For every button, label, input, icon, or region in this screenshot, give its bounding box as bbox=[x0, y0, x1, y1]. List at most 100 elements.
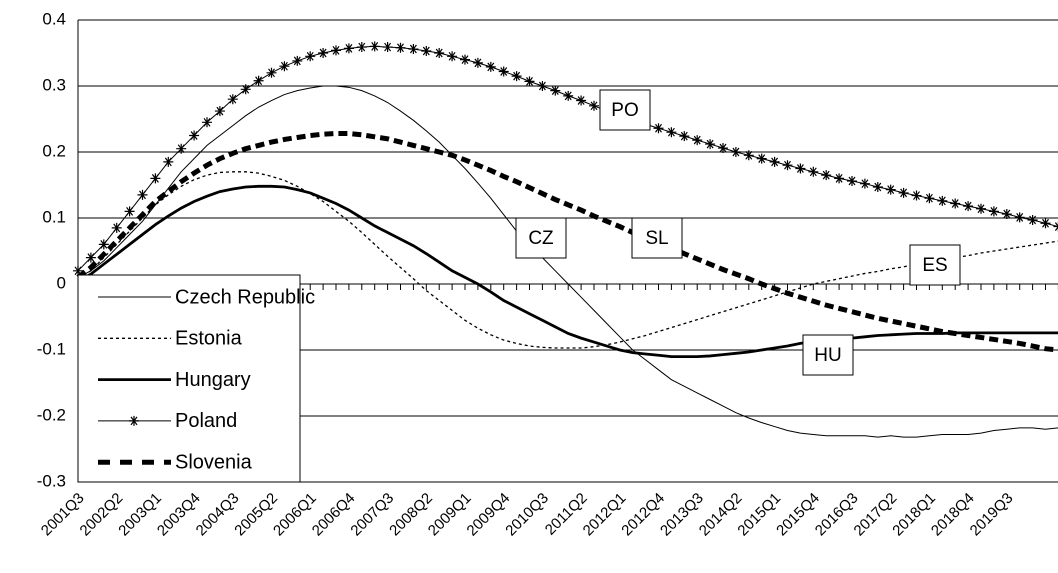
y-tick-label: 0.1 bbox=[42, 207, 66, 226]
marker bbox=[769, 156, 780, 167]
marker bbox=[434, 48, 445, 58]
annotation: HU bbox=[814, 345, 841, 366]
marker bbox=[408, 44, 419, 55]
marker bbox=[460, 54, 470, 65]
marker bbox=[447, 51, 458, 62]
annotation-box bbox=[515, 217, 567, 259]
marker bbox=[950, 198, 961, 209]
marker bbox=[537, 81, 548, 91]
legend-label: Slovenia bbox=[175, 451, 253, 473]
y-tick-label: -0.3 bbox=[37, 471, 66, 490]
y-tick-label: 0.3 bbox=[42, 75, 66, 94]
marker bbox=[988, 206, 999, 217]
marker bbox=[498, 66, 509, 77]
marker bbox=[589, 100, 599, 111]
marker bbox=[227, 94, 238, 105]
marker bbox=[1040, 218, 1051, 229]
marker bbox=[756, 153, 767, 164]
marker bbox=[202, 117, 212, 128]
annotation-box bbox=[631, 217, 683, 259]
marker bbox=[176, 143, 187, 154]
marker bbox=[292, 55, 303, 66]
marker bbox=[356, 42, 367, 53]
marker bbox=[98, 239, 109, 250]
y-tick-label: -0.2 bbox=[37, 405, 66, 424]
marker bbox=[872, 181, 883, 192]
marker bbox=[343, 43, 354, 54]
marker bbox=[472, 57, 483, 68]
marker bbox=[279, 61, 290, 72]
series-line bbox=[77, 184, 1058, 358]
marker bbox=[550, 85, 561, 96]
marker bbox=[718, 143, 728, 154]
legend-label: Poland bbox=[175, 410, 237, 432]
marker bbox=[382, 42, 393, 53]
marker bbox=[129, 415, 139, 426]
legend-label: Hungary bbox=[175, 369, 251, 391]
marker bbox=[859, 178, 870, 189]
marker bbox=[963, 201, 974, 212]
marker bbox=[511, 71, 522, 82]
marker bbox=[692, 135, 703, 146]
marker bbox=[937, 195, 948, 206]
marker bbox=[821, 170, 832, 181]
marker bbox=[124, 206, 135, 217]
x-tick-label: 2019Q3 bbox=[967, 490, 1017, 540]
marker bbox=[189, 130, 200, 141]
marker bbox=[898, 187, 909, 198]
marker bbox=[666, 127, 677, 138]
marker bbox=[214, 106, 225, 117]
marker bbox=[524, 76, 535, 87]
marker bbox=[485, 61, 496, 72]
legend-label: Czech Republic bbox=[175, 286, 315, 308]
marker bbox=[885, 184, 896, 195]
marker bbox=[1001, 209, 1012, 220]
annotation-box bbox=[802, 334, 854, 376]
marker bbox=[924, 193, 935, 204]
marker bbox=[1014, 212, 1025, 223]
marker bbox=[150, 173, 161, 184]
marker bbox=[834, 173, 845, 184]
marker bbox=[730, 147, 741, 157]
marker bbox=[395, 42, 406, 53]
marker bbox=[111, 222, 122, 233]
marker bbox=[253, 75, 264, 86]
markers bbox=[73, 41, 1058, 276]
marker bbox=[795, 163, 806, 174]
marker bbox=[976, 203, 986, 214]
marker bbox=[743, 150, 754, 161]
marker bbox=[266, 67, 277, 78]
series-line bbox=[77, 171, 1058, 349]
annotation-box bbox=[599, 89, 651, 131]
marker bbox=[331, 45, 341, 56]
marker bbox=[369, 41, 380, 52]
y-tick-label: 0 bbox=[57, 273, 66, 292]
marker bbox=[240, 84, 251, 95]
marker bbox=[305, 51, 316, 62]
marker bbox=[163, 156, 174, 167]
marker bbox=[679, 131, 690, 142]
marker bbox=[576, 95, 587, 106]
legend-label: Estonia bbox=[175, 328, 243, 350]
y-tick-label: 0.2 bbox=[42, 141, 66, 160]
marker bbox=[421, 46, 432, 57]
annotation: PO bbox=[611, 100, 638, 121]
marker bbox=[85, 252, 96, 263]
marker bbox=[653, 123, 664, 134]
marker bbox=[847, 176, 857, 187]
annotation: SL bbox=[645, 228, 668, 249]
x-tick-label: 2010Q3 bbox=[502, 490, 552, 540]
marker bbox=[1053, 221, 1058, 232]
series-line bbox=[77, 85, 1058, 438]
marker bbox=[137, 189, 148, 200]
marker bbox=[563, 90, 574, 101]
marker bbox=[73, 265, 83, 276]
annotation-box bbox=[909, 244, 961, 286]
y-tick-label: 0.4 bbox=[42, 9, 66, 28]
marker bbox=[782, 160, 793, 171]
series-line bbox=[76, 131, 1058, 353]
y-tick-label: -0.1 bbox=[37, 339, 66, 358]
annotation: CZ bbox=[528, 228, 554, 249]
marker bbox=[705, 139, 716, 150]
